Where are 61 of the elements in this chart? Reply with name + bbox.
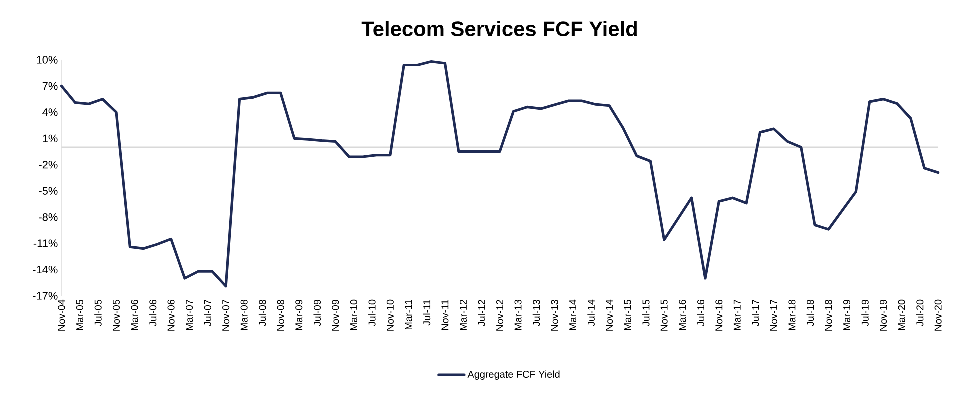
x-tick-label: Jul-05 (94, 300, 102, 326)
x-tick-label: Jul-19 (862, 300, 869, 326)
x-tick-label: Nov-20 (934, 300, 942, 331)
x-tick-label: Jul-12 (478, 300, 486, 326)
x-tick-label: Mar-07 (186, 300, 194, 330)
x-tick-label: Mar-19 (843, 300, 851, 330)
x-tick-label: Mar-14 (570, 300, 577, 330)
x-tick-label: Nov-08 (277, 300, 284, 331)
x-tick-label: Mar-09 (296, 300, 303, 330)
x-tick-label: Nov-11 (442, 300, 449, 330)
x-tick-label: Nov-04 (58, 300, 66, 331)
x-tick-label: Mar-12 (460, 300, 468, 330)
x-tick-label: Mar-13 (514, 300, 522, 330)
x-tick-label: Jul-10 (368, 300, 376, 326)
x-tick-label: Nov-05 (112, 300, 120, 331)
x-tick-label: Mar-11 (405, 300, 412, 330)
x-tick-label: Nov-15 (660, 300, 668, 331)
x-tick-label: Jul-13 (532, 300, 540, 326)
x-tick-label: Jul-09 (314, 300, 322, 326)
x-tick-label: Jul-07 (204, 300, 212, 326)
x-tick-label: Nov-06 (168, 300, 175, 331)
y-tick-label: -2% (39, 161, 58, 169)
y-tick-label: 10% (37, 56, 58, 64)
y-tick-label: -5% (39, 187, 58, 195)
x-tick-label: Nov-18 (825, 300, 832, 331)
y-tick-label: -8% (39, 213, 58, 222)
x-tick-label: Nov-10 (386, 300, 394, 331)
y-tick-label: 4% (42, 108, 58, 116)
x-tick-label: Mar-20 (898, 300, 906, 330)
x-tick-label: Mar-16 (679, 300, 686, 330)
x-tick-label: Nov-19 (880, 300, 888, 331)
x-tick-label: Mar-10 (350, 300, 358, 330)
x-tick-label: Jul-14 (588, 300, 595, 326)
x-tick-label: Nov-13 (551, 300, 558, 331)
x-tick-label: Nov-09 (332, 300, 340, 331)
x-tick-label: Mar-05 (76, 300, 84, 330)
x-tick-label: Jul-20 (916, 300, 924, 326)
x-tick-label: Jul-11 (423, 300, 431, 326)
x-tick-label: Mar-06 (131, 300, 138, 330)
x-tick-label: Jul-16 (697, 300, 705, 326)
x-tick-label: Jul-15 (642, 300, 650, 326)
y-tick-label: -11% (34, 240, 58, 248)
x-tick-label: Mar-08 (240, 300, 248, 330)
y-tick-label: -14% (33, 266, 58, 274)
x-tick-label: Jul-17 (752, 300, 760, 326)
chart-title: Telecom Services FCF Yield (362, 21, 638, 36)
x-tick-label: Nov-17 (770, 300, 778, 331)
x-tick-label: Nov-12 (496, 300, 504, 331)
y-tick-label: 7% (42, 82, 58, 90)
y-tick-label: 1% (43, 134, 58, 142)
x-tick-label: Jul-06 (149, 300, 157, 326)
y-tick-label: -17% (33, 292, 58, 300)
x-tick-label: Nov-07 (222, 300, 230, 331)
x-tick-label: Mar-18 (788, 300, 796, 330)
legend-label: Aggregate FCF Yield (468, 370, 560, 380)
x-tick-label: Nov-14 (606, 300, 614, 331)
x-tick-label: Nov-16 (716, 300, 723, 331)
x-tick-label: Mar-17 (734, 300, 741, 330)
x-tick-label: Jul-18 (806, 300, 814, 326)
x-tick-label: Jul-08 (258, 300, 266, 326)
x-tick-label: Mar-15 (624, 300, 632, 330)
